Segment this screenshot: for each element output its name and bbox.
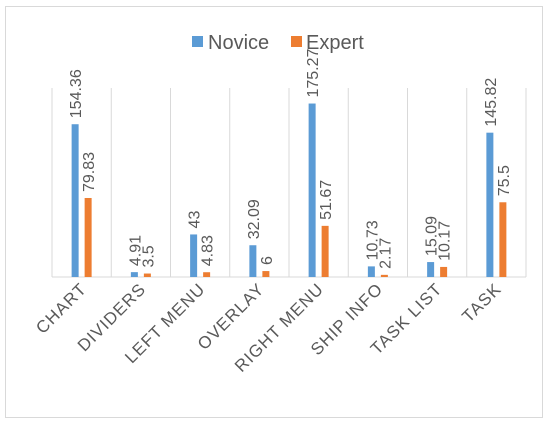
data-label-novice-dividers: 4.91 — [127, 235, 144, 266]
data-label-expert-right-menu: 51.67 — [318, 180, 335, 220]
data-label-novice-overlay: 32.09 — [246, 199, 263, 239]
legend-item-expert: Expert — [291, 32, 364, 54]
bar-expert-overlay — [262, 271, 270, 277]
legend-item-novice: Novice — [192, 32, 269, 54]
bars — [71, 103, 507, 278]
bar-expert-dividers — [143, 273, 151, 277]
bar-novice-task — [486, 132, 494, 277]
data-label-expert-task-list: 10.17 — [437, 221, 454, 261]
legend: Novice Expert — [192, 32, 364, 54]
legend-swatch-expert — [291, 36, 302, 47]
bar-expert-right-menu — [321, 225, 329, 277]
bar-novice-dividers — [130, 272, 138, 277]
bar-novice-right-menu — [308, 103, 316, 277]
data-label-novice-ship-info: 10.73 — [364, 220, 381, 260]
data-label-novice-right-menu: 175.27 — [305, 48, 322, 97]
bar-novice-chart — [71, 124, 79, 278]
bar-expert-chart — [84, 197, 92, 277]
data-label-expert-chart: 79.83 — [81, 152, 98, 192]
data-label-novice-task-list: 15.09 — [424, 216, 441, 256]
category-label-chart: CHART — [32, 279, 90, 337]
legend-swatch-novice — [192, 36, 203, 47]
bar-novice-overlay — [249, 245, 257, 277]
bar-novice-left-menu — [190, 234, 198, 277]
data-label-expert-dividers: 3.5 — [140, 245, 157, 267]
chart-frame — [5, 6, 543, 418]
data-label-expert-overlay: 6 — [259, 256, 276, 265]
data-label-expert-ship-info: 2.17 — [377, 238, 394, 269]
legend-label-expert: Expert — [306, 32, 364, 54]
data-label-expert-left-menu: 4.83 — [200, 235, 217, 266]
bar-novice-ship-info — [367, 266, 375, 277]
legend-label-novice: Novice — [208, 32, 269, 54]
bar-expert-left-menu — [203, 272, 211, 277]
data-label-novice-task: 145.82 — [483, 78, 500, 127]
category-dividers — [51, 88, 527, 277]
data-label-expert-task: 75.5 — [496, 165, 513, 196]
bar-novice-task-list — [427, 262, 435, 277]
category-label-task: TASK — [458, 279, 505, 326]
data-label-novice-chart: 154.36 — [68, 69, 85, 118]
data-labels: 154.36 79.83 4.913.5 43 4.83 32.09 6 175.27 51.6… — [68, 48, 513, 268]
bar-expert-ship-info — [380, 274, 388, 277]
data-label-novice-left-menu: 43 — [187, 211, 204, 229]
bar-expert-task — [499, 202, 507, 277]
bar-expert-task-list — [440, 266, 448, 277]
